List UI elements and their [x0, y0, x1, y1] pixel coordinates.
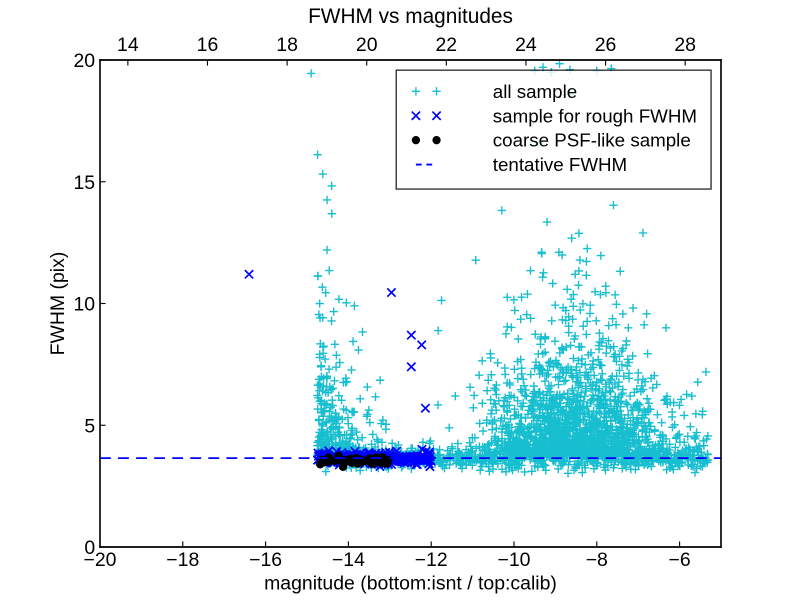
svg-text:magnitude (bottom:isnt / top:c: magnitude (bottom:isnt / top:calib) [264, 573, 557, 595]
svg-text:−18: −18 [166, 549, 199, 571]
svg-text:20: 20 [74, 50, 96, 72]
svg-text:26: 26 [595, 34, 617, 56]
svg-text:15: 15 [74, 172, 96, 194]
svg-text:14: 14 [117, 34, 139, 56]
svg-text:20: 20 [356, 34, 378, 56]
svg-text:−10: −10 [498, 549, 531, 571]
svg-text:tentative FWHM: tentative FWHM [493, 154, 627, 175]
svg-text:FWHM vs magnitudes: FWHM vs magnitudes [308, 5, 513, 28]
svg-text:FWHM (pix): FWHM (pix) [47, 252, 69, 356]
svg-text:28: 28 [674, 34, 696, 56]
svg-text:18: 18 [276, 34, 298, 56]
svg-text:−14: −14 [332, 549, 365, 571]
svg-text:−16: −16 [249, 549, 282, 571]
svg-text:coarse PSF-like sample: coarse PSF-like sample [493, 130, 691, 151]
svg-text:−6: −6 [669, 549, 691, 571]
svg-text:−12: −12 [415, 549, 448, 571]
svg-text:24: 24 [515, 34, 537, 56]
svg-text:5: 5 [84, 415, 95, 437]
svg-text:−8: −8 [586, 549, 608, 571]
svg-text:16: 16 [197, 34, 219, 56]
svg-text:10: 10 [74, 294, 96, 316]
svg-text:sample for rough FWHM: sample for rough FWHM [493, 105, 697, 126]
svg-text:22: 22 [436, 34, 458, 56]
svg-text:0: 0 [84, 537, 95, 559]
svg-text:all sample: all sample [493, 81, 577, 102]
